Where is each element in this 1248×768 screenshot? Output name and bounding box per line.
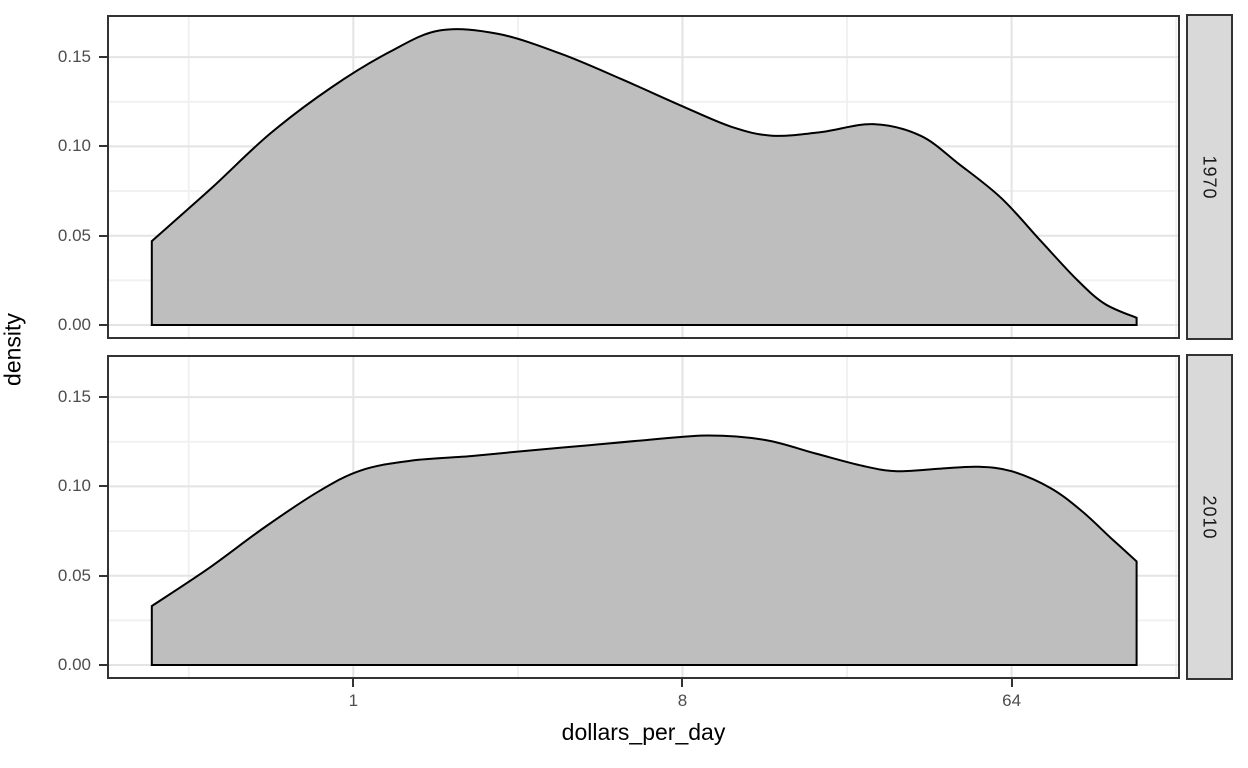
y-tick-label: 0.05: [57, 225, 91, 245]
y-tick-label: 0.00: [57, 314, 91, 334]
x-tick-label: 8: [677, 691, 688, 710]
y-tick-label: 0.15: [57, 387, 91, 407]
x-tick-label: 1: [348, 691, 359, 710]
panel-border: [107, 355, 1180, 679]
facet-strip-1970: 1970: [1186, 14, 1233, 340]
x-tick-label: 64: [1002, 691, 1022, 710]
x-axis-title: dollars_per_day: [561, 719, 726, 745]
y-tick-label: 0.00: [57, 654, 91, 674]
panel-border: [107, 15, 1180, 339]
y-tick-mark: [99, 56, 107, 59]
y-tick-mark: [99, 663, 107, 666]
x-tick-mark: [1010, 679, 1013, 687]
panel-1970: [107, 15, 1180, 339]
y-tick-mark: [99, 145, 107, 148]
density-area-2010: [150, 434, 1138, 666]
facet-strip-label-1970: 1970: [1200, 154, 1221, 200]
panel-2010: [107, 355, 1180, 679]
density-area-1970: [150, 28, 1138, 326]
y-tick-label: 0.15: [57, 47, 91, 67]
y-tick-mark: [99, 323, 107, 326]
x-tick-mark: [352, 679, 355, 687]
y-tick-label: 0.05: [57, 565, 91, 585]
x-tick-mark: [681, 679, 684, 687]
facet-strip-2010: 2010: [1186, 354, 1233, 680]
y-tick-mark: [99, 234, 107, 237]
y-tick-mark: [99, 574, 107, 577]
y-tick-mark: [99, 485, 107, 488]
y-tick-label: 0.10: [57, 136, 91, 156]
y-tick-label: 0.10: [57, 476, 91, 496]
y-tick-mark: [99, 396, 107, 399]
facet-strip-label-2010: 2010: [1200, 494, 1221, 540]
